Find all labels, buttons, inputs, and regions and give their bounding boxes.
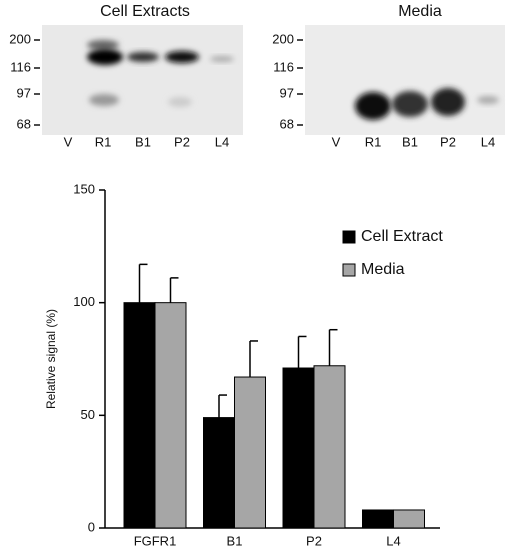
bar [123,302,156,529]
lane-label: B1 [135,134,151,149]
band [210,56,234,62]
band [165,51,199,63]
y-axis-label: Relative signal (%) [44,309,58,409]
lane-label: P2 [174,134,190,149]
marker-label: 97 [280,85,294,100]
band [168,97,192,107]
legend-label: Cell Extract [361,228,443,245]
y-tick-label: 0 [88,519,95,534]
bar [203,417,235,529]
blot-title: Cell Extracts [100,3,190,20]
marker-label: 200 [9,31,31,46]
y-tick-label: 150 [73,181,95,196]
legend-label: Media [361,261,405,278]
bar [313,365,346,529]
lane-label: R1 [95,134,112,149]
band [431,88,465,116]
x-tick-label: P2 [306,533,322,548]
x-tick-label: FGFR1 [134,533,177,548]
band [87,49,123,65]
band [87,40,119,50]
legend-swatch [342,230,356,244]
blot-right [305,25,505,135]
blot-left [42,25,243,135]
lane-label: V [332,134,341,149]
lane-label: R1 [365,134,382,149]
lane-label: L4 [215,134,229,149]
marker-label: 97 [17,85,31,100]
blot-membrane [305,25,505,135]
y-tick-label: 100 [73,294,95,309]
y-tick-label: 50 [81,407,95,422]
x-tick-label: L4 [386,533,400,548]
band [392,91,428,117]
band [89,94,119,106]
lane-label: V [64,134,73,149]
bar [234,376,266,529]
marker-label: 116 [10,59,31,74]
bar [154,302,187,529]
band [477,96,499,104]
blot-title: Media [398,3,442,20]
marker-label: 200 [272,31,294,46]
lane-label: P2 [440,134,456,149]
bar [282,367,315,529]
bar [393,509,425,529]
lane-label: L4 [481,134,495,149]
bar [362,509,394,529]
x-tick-label: B1 [227,533,243,548]
band [355,92,391,120]
band [127,52,159,62]
marker-label: 68 [280,116,294,131]
lane-label: B1 [402,134,418,149]
legend-swatch [342,263,356,277]
blot-membrane [42,25,243,135]
marker-label: 68 [17,116,31,131]
marker-label: 116 [273,59,294,74]
